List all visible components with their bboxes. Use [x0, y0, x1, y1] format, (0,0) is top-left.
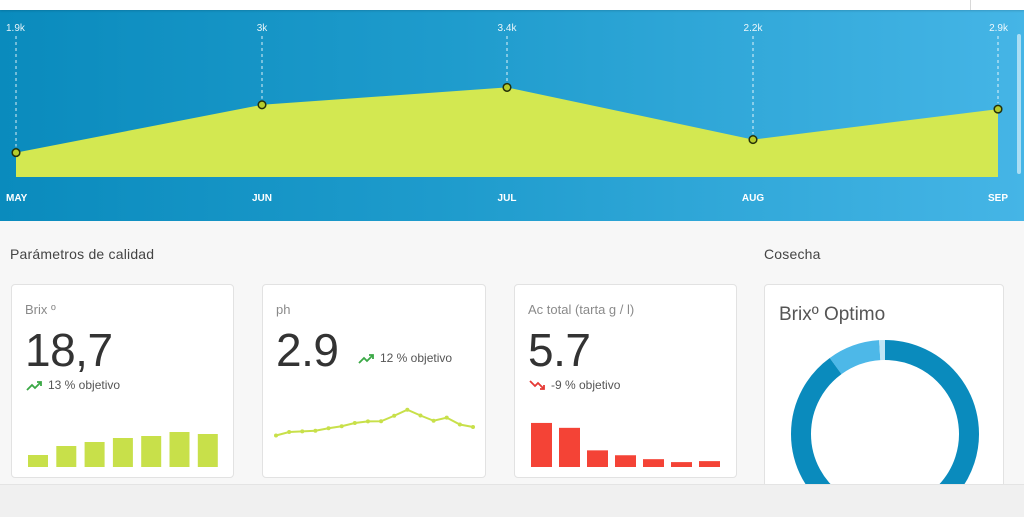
brix-trend-text: 13 % objetivo	[48, 378, 121, 392]
acidez-trend: -9 % objetivo	[529, 378, 620, 392]
acidez-trend-text: -9 % objetivo	[551, 378, 621, 392]
bar	[699, 461, 720, 467]
top-strip-divider	[970, 0, 971, 10]
ph-trend-text: 12 % objetivo	[380, 351, 453, 365]
acidez-label: Ac total (tarta g / l)	[528, 302, 635, 317]
brix-label: Brix º	[25, 302, 56, 317]
data-point	[418, 413, 423, 418]
area-series	[16, 87, 998, 177]
data-point	[748, 135, 758, 145]
data-point	[300, 429, 305, 434]
quality-section-title: Parámetros de calidad	[10, 246, 155, 262]
ph-card[interactable]: ph 2.9 12 % objetivo	[262, 284, 486, 478]
acidez-value: 5.7	[528, 324, 591, 376]
x-tick-label: SEP	[988, 193, 1008, 204]
data-point	[379, 419, 384, 424]
data-point	[274, 433, 278, 438]
data-point	[365, 419, 370, 424]
ph-line-chart	[274, 407, 475, 438]
chart-scrollbar[interactable]	[1017, 34, 1021, 174]
bar	[615, 455, 636, 467]
brix-trend: 13 % objetivo	[26, 378, 120, 392]
bar	[587, 450, 608, 467]
bar	[169, 432, 190, 467]
data-point	[993, 104, 1003, 114]
ph-value: 2.9	[276, 324, 339, 376]
harvest-card[interactable]: Brixº Optimo	[764, 284, 1004, 494]
trending-up-icon	[26, 380, 42, 391]
data-point	[313, 428, 318, 433]
data-point	[339, 424, 344, 429]
acidez-card[interactable]: Ac total (tarta g / l) 5.7 -9 % objetivo	[514, 284, 737, 478]
data-point	[326, 426, 331, 431]
data-point	[471, 425, 475, 429]
x-tick-label: AUG	[742, 193, 764, 204]
x-tick-label: JUL	[498, 193, 517, 204]
data-point	[392, 413, 397, 418]
top-strip	[0, 0, 1024, 10]
bar	[28, 455, 48, 467]
bottom-bar	[0, 484, 1024, 517]
data-point	[287, 430, 292, 434]
donut-slice-main	[791, 340, 979, 493]
bar	[559, 427, 580, 467]
data-point	[502, 82, 512, 92]
bar	[643, 459, 664, 467]
data-point	[11, 148, 21, 158]
data-point	[431, 418, 436, 423]
data-label: 2.2k	[744, 23, 764, 34]
bar	[531, 422, 552, 467]
trending-down-icon	[529, 379, 545, 390]
data-point	[457, 422, 462, 427]
harvest-card-title: Brixº Optimo	[779, 304, 886, 325]
bar	[84, 442, 105, 467]
acidez-bar-chart	[531, 422, 720, 467]
brix-optimo-donut	[791, 340, 979, 493]
data-label: 3.4k	[498, 23, 518, 34]
data-label: 3k	[257, 23, 269, 34]
data-point	[405, 407, 410, 412]
bar	[56, 446, 77, 467]
data-point	[257, 100, 267, 110]
donut-slice-secondary	[829, 340, 881, 375]
brix-bar-chart	[28, 432, 218, 467]
data-label: 2.9k	[989, 23, 1009, 34]
monthly-area-chart-panel: 1.9k MAY 3k JUN 3.4k JUL 2.2k AUG 2.9k SEP	[0, 10, 1024, 221]
data-label: 1.9k	[6, 23, 26, 34]
data-point	[352, 421, 357, 425]
bar	[197, 434, 218, 467]
brix-value: 18,7	[25, 324, 113, 376]
data-point	[444, 415, 449, 420]
bar	[112, 438, 133, 467]
x-tick-label: MAY	[6, 193, 28, 204]
bar	[141, 436, 162, 467]
bar	[671, 462, 692, 467]
monthly-area-chart: 1.9k MAY 3k JUN 3.4k JUL 2.2k AUG 2.9k SEP	[6, 23, 1009, 204]
harvest-section-title: Cosecha	[764, 246, 821, 262]
trending-up-icon	[358, 353, 374, 364]
x-tick-label: JUN	[252, 193, 272, 204]
ph-trend: 12 % objetivo	[358, 351, 452, 365]
ph-series-line	[275, 408, 474, 437]
ph-label: ph	[276, 302, 291, 317]
brix-card[interactable]: Brix º 18,7 13 % objetivo	[11, 284, 234, 478]
